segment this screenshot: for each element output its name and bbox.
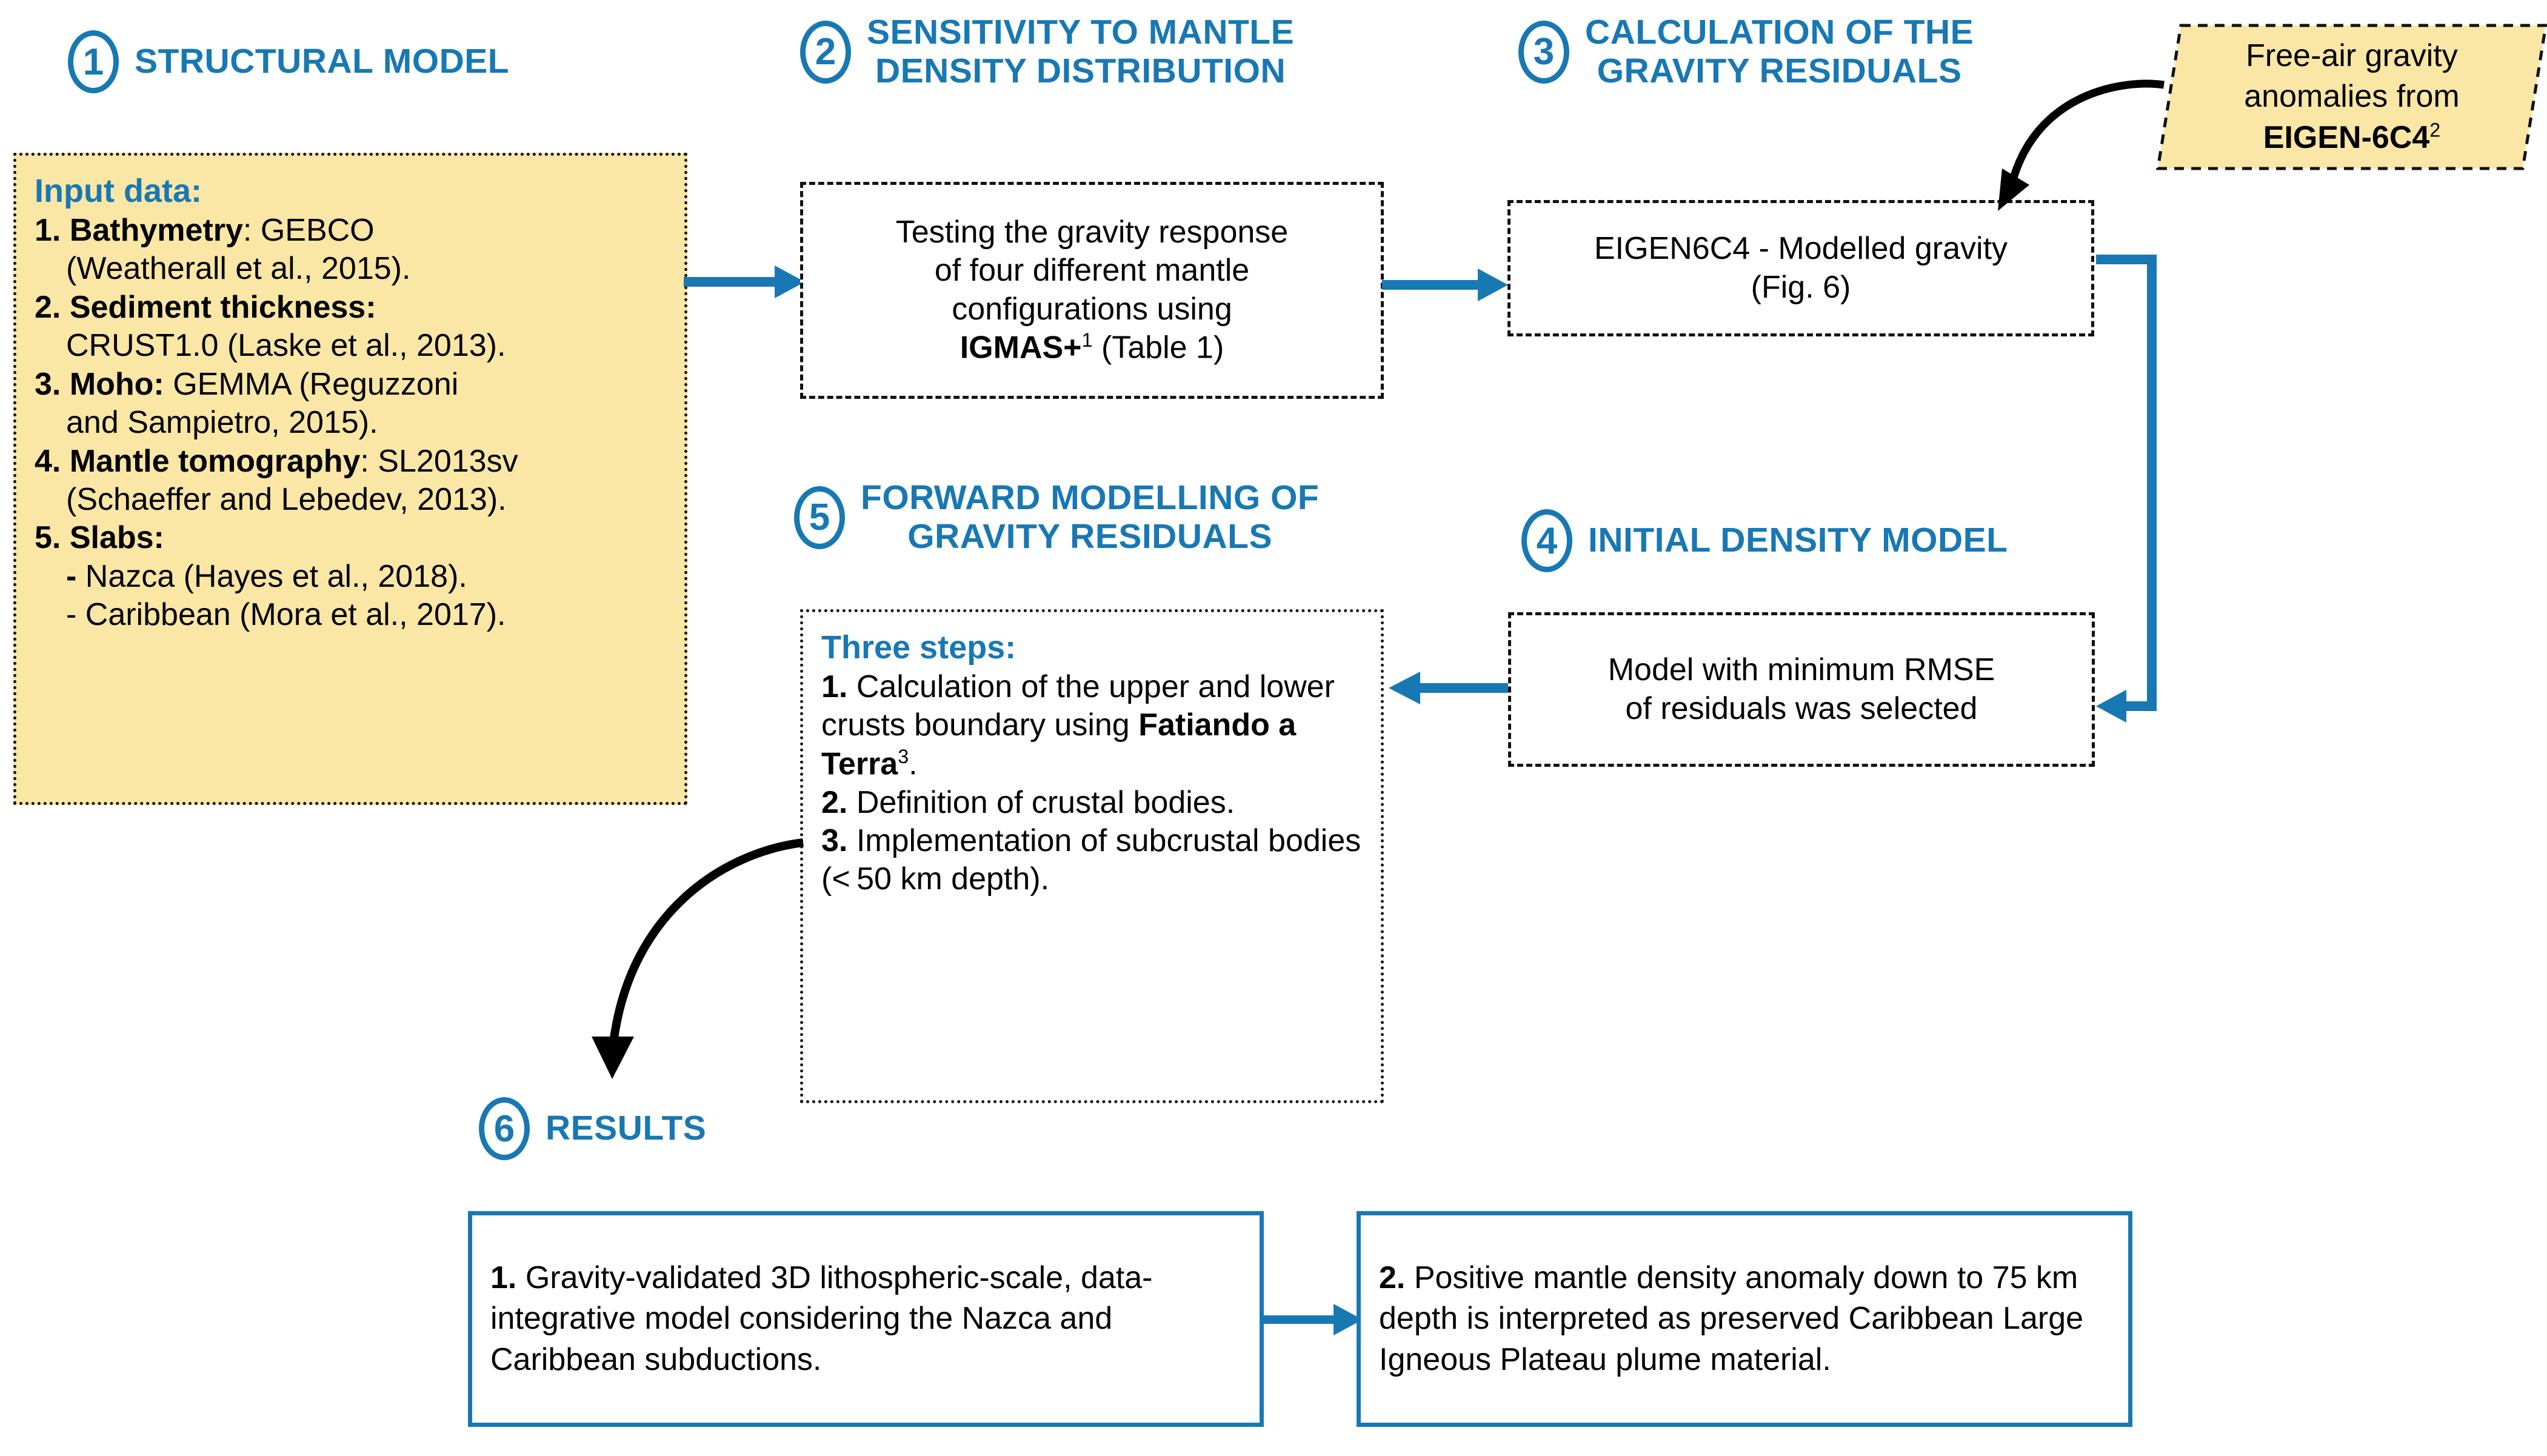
box2-tool-line: IGMAS+1 (Table 1)	[960, 329, 1224, 366]
free-air-source: EIGEN-6C42	[2263, 119, 2441, 155]
section-header-2: 2 SENSITIVITY TO MANTLE DENSITY DISTRIBU…	[800, 13, 1294, 91]
input-data-items: 1. Bathymetry: GEBCO (Weatherall et al., …	[35, 212, 666, 558]
input-data-box: Input data: 1. Bathymetry: GEBCO (Weather…	[13, 153, 687, 805]
section-title-3: CALCULATION OF THE GRAVITY RESIDUALS	[1585, 13, 1974, 90]
input-data-heading: Input data:	[35, 173, 202, 209]
arrow-result1-to-result2	[1261, 1300, 1370, 1339]
section-header-1: 1 STRUCTURAL MODEL	[68, 30, 509, 93]
section-header-6: 6 RESULTS	[479, 1097, 706, 1160]
arrow-box4-to-box5	[1384, 667, 1511, 709]
section-number-4: 4	[1521, 509, 1572, 572]
input-data-item: 3. Moho: GEMMA (Reguzzoni	[35, 366, 459, 402]
three-steps-item: 2. Definition of crustal bodies.	[821, 784, 1235, 820]
section-number-6: 6	[479, 1097, 530, 1160]
three-steps-item: 1. Calculation of the upper and lower cr…	[821, 669, 1335, 782]
box3-line-1: EIGEN6C4 - Modelled gravity	[1594, 231, 2008, 267]
section-header-4: 4 INITIAL DENSITY MODEL	[1521, 509, 2008, 572]
arrow-box2-to-box3	[1382, 264, 1512, 306]
section-number-1: 1	[68, 30, 119, 93]
slab-item: - Caribbean (Mora et al., 2017).	[66, 597, 506, 633]
arrow-input-to-box2	[684, 261, 811, 303]
box4-line-1: Model with minimum RMSE	[1607, 652, 1995, 688]
section-header-5: 5 FORWARD MODELLING OF GRAVITY RESIDUALS	[794, 478, 1320, 556]
section-number-5: 5	[794, 486, 845, 549]
box-sensitivity-testing: Testing the gravity response of four dif…	[800, 182, 1384, 399]
box-modelled-gravity: EIGEN6C4 - Modelled gravity (Fig. 6)	[1507, 200, 2094, 336]
input-data-item-cont: and Sampietro, 2015).	[66, 405, 378, 441]
three-steps-item: 3. Implementation of subcrustal bodies (…	[821, 823, 1361, 897]
input-data-item-cont: (Schaeffer and Lebedev, 2013).	[66, 481, 507, 517]
box2-line-1: Testing the gravity response	[895, 214, 1289, 250]
section-header-3: 3 CALCULATION OF THE GRAVITY RESIDUALS	[1518, 13, 1974, 91]
box-initial-density-model: Model with minimum RMSE of residuals was…	[1508, 612, 2095, 767]
box-three-steps: Three steps: 1. Calculation of the upper…	[800, 609, 1384, 1103]
parallelogram-shape	[2156, 24, 2547, 170]
slab-item: - Nazca (Hayes et al., 2018).	[66, 558, 467, 594]
section-title-1: STRUCTURAL MODEL	[135, 42, 510, 81]
box2-line-2: of four different mantle	[934, 253, 1250, 289]
input-data-item-cont: CRUST1.0 (Laske et al., 2013).	[66, 328, 506, 364]
arrow-box5-to-results	[576, 824, 830, 1091]
result-box-1: 1. Gravity-validated 3D lithospheric-sca…	[468, 1211, 1264, 1427]
three-steps-heading: Three steps:	[821, 629, 1016, 666]
arrow-free-air-to-box3	[1921, 73, 2176, 230]
free-air-line-2: anomalies from	[2244, 79, 2460, 115]
slabs-list: - Nazca (Hayes et al., 2018). - Caribbean…	[35, 558, 666, 635]
input-data-item: 1. Bathymetry: GEBCO	[35, 212, 375, 248]
free-air-gravity-note: Free-air gravity anomalies from EIGEN-6C…	[2156, 12, 2547, 182]
section-title-2: SENSITIVITY TO MANTLE DENSITY DISTRIBUTI…	[867, 13, 1295, 90]
input-data-item: 2. Sediment thickness:	[35, 289, 376, 325]
result-box-2: 2. Positive mantle density anomaly down …	[1357, 1211, 2132, 1427]
section-number-2: 2	[800, 20, 851, 84]
section-title-5: FORWARD MODELLING OF GRAVITY RESIDUALS	[861, 478, 1320, 556]
arrow-box3-to-box4	[2091, 252, 2212, 724]
section-title-4: INITIAL DENSITY MODEL	[1588, 521, 2008, 560]
input-data-item-cont: (Weatherall et al., 2015).	[66, 251, 411, 287]
result-1-text: 1. Gravity-validated 3D lithospheric-sca…	[490, 1260, 1153, 1377]
section-number-3: 3	[1518, 20, 1569, 84]
free-air-line-1: Free-air gravity	[2246, 38, 2458, 73]
box2-line-3: configurations using	[952, 291, 1232, 327]
result-2-text: 2. Positive mantle density anomaly down …	[1379, 1260, 2084, 1377]
box3-line-2: (Fig. 6)	[1751, 269, 1851, 305]
input-data-item: 4. Mantle tomography: SL2013sv	[35, 443, 518, 479]
three-steps-list: 1. Calculation of the upper and lower cr…	[821, 668, 1363, 899]
input-data-item: 5. Slabs:	[35, 520, 164, 556]
section-title-6: RESULTS	[546, 1109, 707, 1148]
box4-line-2: of residuals was selected	[1625, 690, 1978, 726]
